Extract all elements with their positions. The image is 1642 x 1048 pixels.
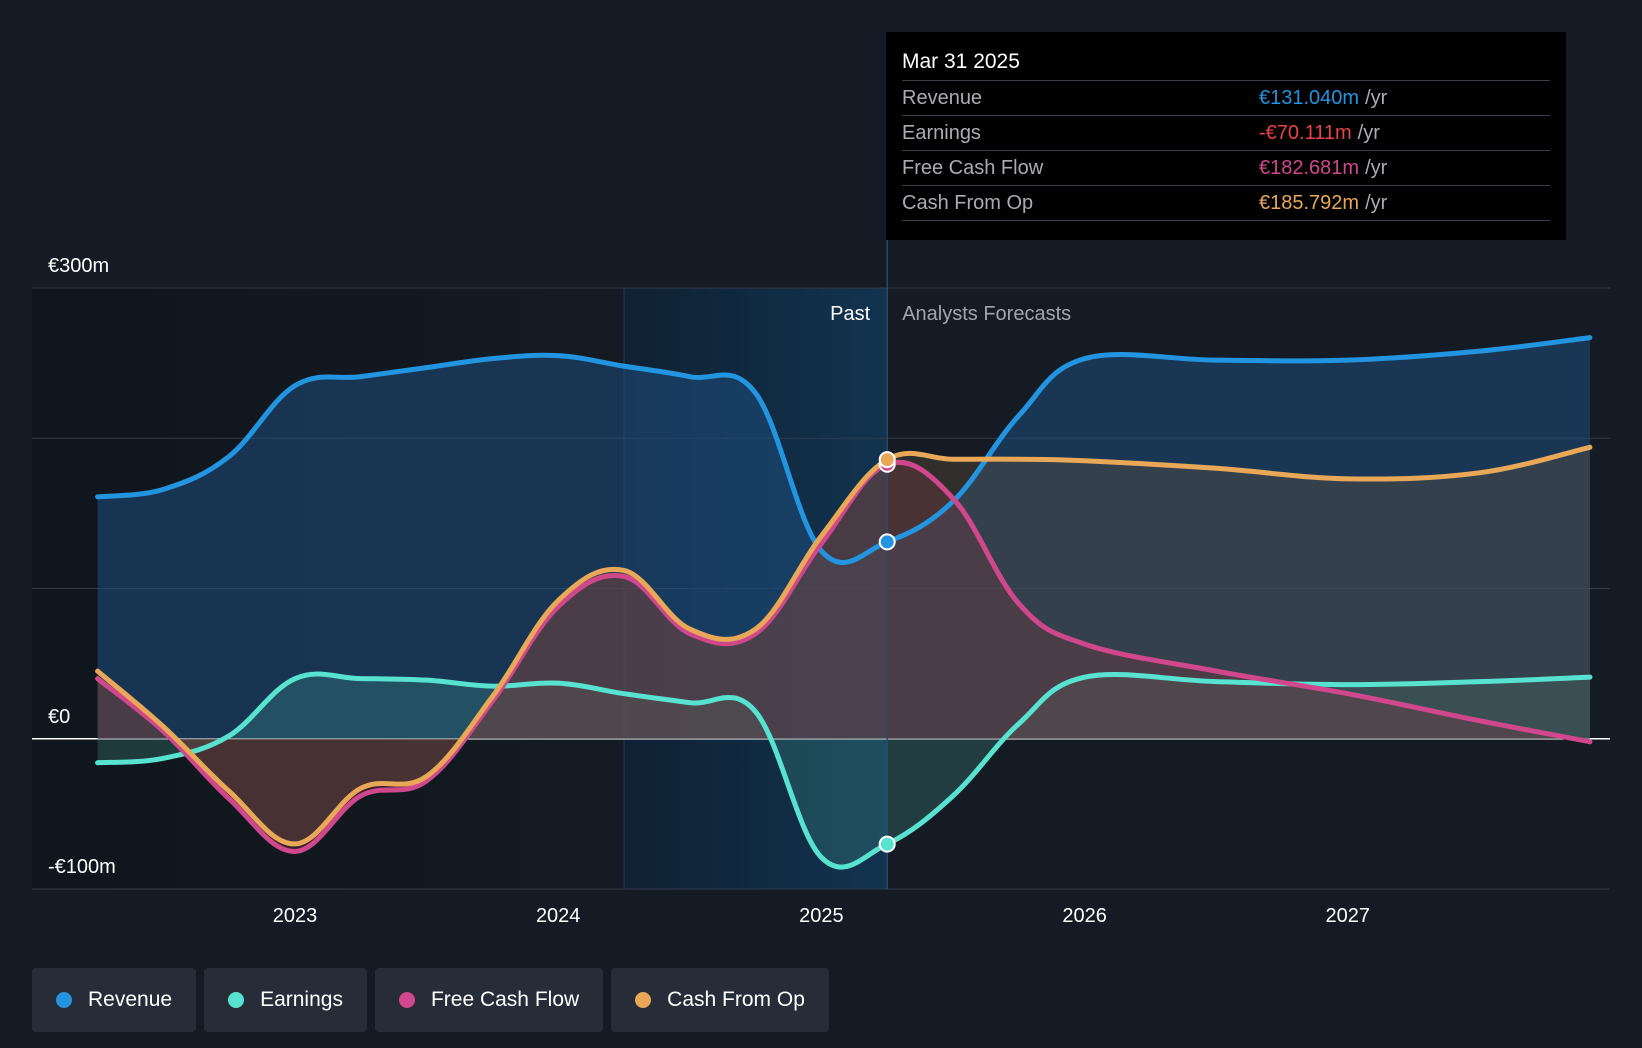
x-tick-label: 2023 [273,905,318,927]
y-axis-label: €0 [48,706,70,728]
area-earnings [97,674,1590,868]
legend-label: Free Cash Flow [430,988,580,1011]
legend-item-free-cash-flow[interactable]: Free Cash Flow [374,968,604,1032]
tooltip-label: Cash From Op [902,192,1034,214]
tooltip-label: Revenue [902,87,983,109]
past-label: Past [830,303,870,325]
area-revenue [97,337,1590,739]
x-tick-label: 2024 [536,905,581,927]
highlight-markers [878,451,896,853]
x-tick-label: 2027 [1326,905,1371,927]
y-axis-label: -€100m [48,856,116,878]
legend-dot-icon [635,992,652,1008]
tooltip-value: €131.040m [1259,87,1360,109]
area-free-cash-flow [97,462,1590,852]
legend-item-earnings[interactable]: Earnings [204,968,367,1032]
tooltip-date: Mar 31 2025 [902,46,1550,81]
marker-earnings [878,835,896,853]
legend-label: Cash From Op [667,988,805,1011]
tooltip-row-earnings: Earnings -€70.111m /yr [902,116,1550,151]
legend-dot-icon [56,992,72,1008]
axis-labels: €300m €0 -€100m 2023 2024 2025 2026 2027 Past Ana… [48,255,1370,927]
line-earnings [95,671,1593,870]
legend: Revenue Earnings Free Cash Flow Cash Fro… [32,968,829,1032]
y-axis-label: €300m [48,255,109,277]
x-tick-label: 2026 [1062,905,1107,927]
marker-revenue [878,533,896,551]
legend-label: Revenue [88,988,173,1011]
legend-item-cash-from-op[interactable]: Cash From Op [611,968,829,1032]
legend-item-revenue[interactable]: Revenue [32,968,197,1032]
series-areas [97,337,1590,868]
tooltip-label: Earnings [902,122,981,144]
tooltip-row-cash-from-op: Cash From Op €185.792m /yr [902,186,1550,221]
legend-dot-icon [398,992,415,1008]
tooltip-row-revenue: Revenue €131.040m /yr [902,81,1550,116]
tooltip-unit: /yr [1365,157,1388,179]
forecast-label: Analysts Forecasts [902,303,1071,325]
tooltip: Mar 31 2025 Revenue €131.040m /yr Earnin… [886,32,1566,240]
marker-cash-from-op [878,451,896,469]
line-cash-from-op [95,444,1593,847]
legend-dot-icon [228,992,245,1008]
series-lines [95,240,1593,889]
tooltip-row-free-cash-flow: Free Cash Flow €182.681m /yr [902,151,1550,186]
tooltip-value: €185.792m [1259,192,1360,214]
tooltip-label: Free Cash Flow [902,157,1044,179]
x-tick-label: 2025 [799,905,844,927]
legend-label: Earnings [260,988,343,1011]
tooltip-value: €182.681m [1259,157,1360,179]
tooltip-unit: /yr [1365,87,1388,109]
tooltip-value: -€70.111m [1259,122,1352,144]
line-free-cash-flow [95,459,1593,854]
tooltip-unit: /yr [1357,122,1380,144]
line-revenue [95,335,1593,565]
tooltip-unit: /yr [1365,192,1388,214]
area-cash-from-op [97,447,1590,844]
